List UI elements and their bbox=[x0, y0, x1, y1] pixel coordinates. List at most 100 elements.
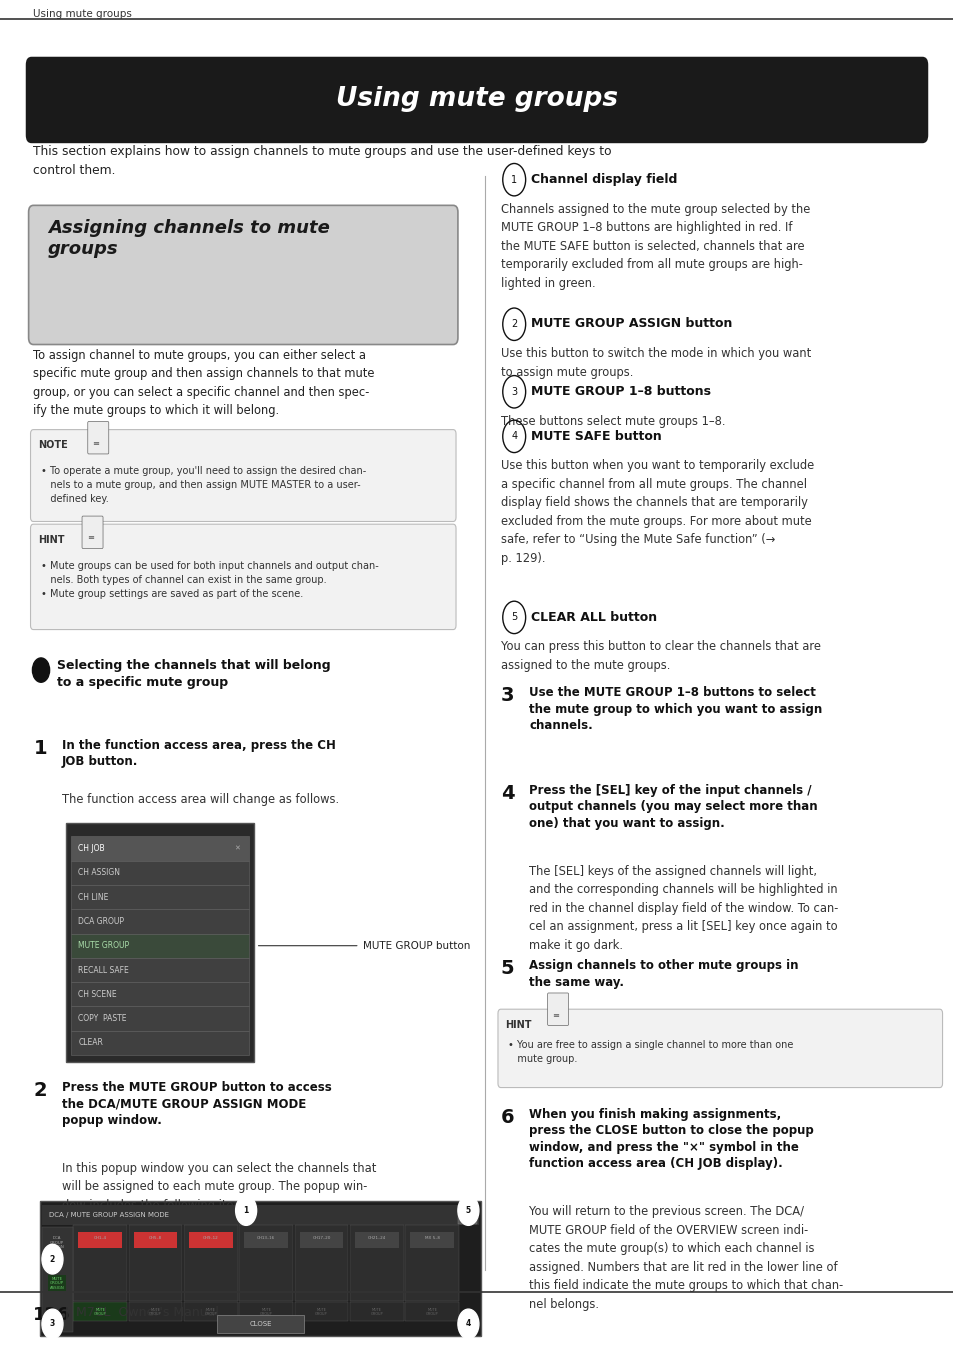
FancyBboxPatch shape bbox=[71, 982, 249, 1006]
Text: You can press this button to clear the channels that are
assigned to the mute gr: You can press this button to clear the c… bbox=[500, 640, 820, 671]
Text: MUTE GROUP 1–8 buttons: MUTE GROUP 1–8 buttons bbox=[531, 385, 711, 399]
Text: 4: 4 bbox=[465, 1320, 471, 1328]
Text: HINT: HINT bbox=[38, 535, 65, 544]
Text: MUTE
GROUP: MUTE GROUP bbox=[149, 1308, 162, 1316]
Text: You will return to the previous screen. The DCA/
MUTE GROUP field of the OVERVIE: You will return to the previous screen. … bbox=[529, 1205, 842, 1310]
Text: Assign channels to other mute groups in
the same way.: Assign channels to other mute groups in … bbox=[529, 959, 798, 989]
Text: ✕: ✕ bbox=[465, 1212, 469, 1217]
FancyBboxPatch shape bbox=[71, 958, 249, 982]
Text: 3: 3 bbox=[500, 686, 514, 705]
FancyBboxPatch shape bbox=[405, 1302, 458, 1321]
Circle shape bbox=[457, 1309, 478, 1339]
Text: These buttons select mute groups 1–8.: These buttons select mute groups 1–8. bbox=[500, 415, 724, 428]
FancyBboxPatch shape bbox=[73, 1225, 127, 1301]
Text: MUTE
GROUP
ASSIGN: MUTE GROUP ASSIGN bbox=[50, 1277, 65, 1290]
Text: MUTE
GROUP: MUTE GROUP bbox=[314, 1308, 328, 1316]
Text: Press the MUTE GROUP button to access
the DCA/MUTE GROUP ASSIGN MODE
popup windo: Press the MUTE GROUP button to access th… bbox=[62, 1081, 332, 1127]
FancyBboxPatch shape bbox=[129, 1225, 182, 1301]
FancyBboxPatch shape bbox=[184, 1302, 237, 1321]
Text: When you finish making assignments,
press the CLOSE button to close the popup
wi: When you finish making assignments, pres… bbox=[529, 1108, 813, 1170]
FancyBboxPatch shape bbox=[26, 57, 927, 143]
Text: 6: 6 bbox=[500, 1108, 514, 1127]
Text: DCA
GROUP
ASSIGN: DCA GROUP ASSIGN bbox=[50, 1236, 65, 1250]
FancyBboxPatch shape bbox=[29, 205, 457, 345]
Text: CH1–4: CH1–4 bbox=[93, 1236, 107, 1239]
FancyBboxPatch shape bbox=[129, 1302, 182, 1321]
Text: Selecting the channels that will belong
to a specific mute group: Selecting the channels that will belong … bbox=[57, 659, 331, 689]
Text: MUTE
GROUP: MUTE GROUP bbox=[425, 1308, 438, 1316]
Text: 2: 2 bbox=[33, 1081, 47, 1100]
Text: Use the MUTE GROUP 1–8 buttons to select
the mute group to which you want to ass: Use the MUTE GROUP 1–8 buttons to select… bbox=[529, 686, 821, 732]
Text: MUTE GROUP ASSIGN button: MUTE GROUP ASSIGN button bbox=[531, 317, 732, 331]
Text: RECALL SAFE: RECALL SAFE bbox=[78, 966, 129, 974]
Text: COPY  PASTE: COPY PASTE bbox=[78, 1015, 127, 1023]
FancyBboxPatch shape bbox=[71, 1031, 249, 1055]
FancyBboxPatch shape bbox=[294, 1302, 348, 1321]
Text: MUTE
GROUP: MUTE GROUP bbox=[370, 1308, 383, 1316]
FancyBboxPatch shape bbox=[71, 934, 249, 958]
FancyBboxPatch shape bbox=[71, 909, 249, 934]
Circle shape bbox=[42, 1309, 63, 1339]
Text: • You are free to assign a single channel to more than one
   mute group.: • You are free to assign a single channe… bbox=[508, 1040, 793, 1065]
Text: Assigning channels to mute
groups: Assigning channels to mute groups bbox=[48, 219, 329, 258]
Text: CH5–8: CH5–8 bbox=[149, 1236, 162, 1239]
Circle shape bbox=[42, 1244, 63, 1274]
FancyBboxPatch shape bbox=[457, 1205, 476, 1224]
FancyBboxPatch shape bbox=[66, 823, 253, 1062]
FancyBboxPatch shape bbox=[42, 1205, 478, 1225]
FancyBboxPatch shape bbox=[405, 1225, 458, 1301]
FancyBboxPatch shape bbox=[133, 1232, 177, 1248]
Text: The [SEL] keys of the assigned channels will light,
and the corresponding channe: The [SEL] keys of the assigned channels … bbox=[529, 865, 838, 951]
Text: • Mute groups can be used for both input channels and output chan-
   nels. Both: • Mute groups can be used for both input… bbox=[41, 561, 378, 598]
FancyBboxPatch shape bbox=[40, 1201, 480, 1336]
FancyBboxPatch shape bbox=[88, 422, 109, 454]
FancyBboxPatch shape bbox=[71, 836, 249, 861]
Text: 5: 5 bbox=[511, 612, 517, 623]
FancyBboxPatch shape bbox=[547, 993, 568, 1025]
Text: CH17–20: CH17–20 bbox=[312, 1236, 331, 1239]
Text: CH SCENE: CH SCENE bbox=[78, 990, 116, 998]
Text: ✕: ✕ bbox=[233, 846, 239, 851]
Text: CH21–24: CH21–24 bbox=[367, 1236, 386, 1239]
Text: M7CL  Owner's Manual: M7CL Owner's Manual bbox=[76, 1306, 219, 1320]
Circle shape bbox=[457, 1196, 478, 1225]
Text: DCA / MUTE GROUP ASSIGN MODE: DCA / MUTE GROUP ASSIGN MODE bbox=[49, 1212, 169, 1217]
Text: MUTE SAFE button: MUTE SAFE button bbox=[531, 430, 661, 443]
Text: 5: 5 bbox=[465, 1206, 471, 1215]
FancyBboxPatch shape bbox=[71, 861, 249, 885]
Text: This section explains how to assign channels to mute groups and use the user-def: This section explains how to assign chan… bbox=[33, 145, 612, 177]
Text: MX 5–8: MX 5–8 bbox=[424, 1236, 439, 1239]
Text: HINT: HINT bbox=[505, 1020, 532, 1029]
Text: The function access area will change as follows.: The function access area will change as … bbox=[62, 793, 338, 807]
FancyBboxPatch shape bbox=[244, 1232, 288, 1248]
Text: Use this button when you want to temporarily exclude
a specific channel from all: Use this button when you want to tempora… bbox=[500, 459, 813, 565]
Text: 126: 126 bbox=[33, 1306, 71, 1324]
Text: MUTE
GROUP: MUTE GROUP bbox=[93, 1308, 107, 1316]
Text: CH9–12: CH9–12 bbox=[203, 1236, 218, 1239]
FancyBboxPatch shape bbox=[71, 1006, 249, 1031]
FancyBboxPatch shape bbox=[299, 1232, 343, 1248]
Text: Use this button to switch the mode in which you want
to assign mute groups.: Use this button to switch the mode in wh… bbox=[500, 347, 810, 378]
Text: Channel display field: Channel display field bbox=[531, 173, 677, 186]
Text: 3: 3 bbox=[50, 1320, 55, 1328]
Text: 2: 2 bbox=[50, 1255, 55, 1263]
FancyBboxPatch shape bbox=[30, 430, 456, 521]
Text: 1: 1 bbox=[33, 739, 47, 758]
Text: CH ASSIGN: CH ASSIGN bbox=[78, 869, 120, 877]
Circle shape bbox=[235, 1196, 256, 1225]
FancyBboxPatch shape bbox=[239, 1302, 293, 1321]
FancyBboxPatch shape bbox=[355, 1232, 398, 1248]
Text: 2: 2 bbox=[511, 319, 517, 330]
Text: ≡: ≡ bbox=[92, 439, 99, 447]
Text: In this popup window you can select the channels that
will be assigned to each m: In this popup window you can select the … bbox=[62, 1162, 376, 1212]
FancyBboxPatch shape bbox=[239, 1225, 293, 1301]
Text: CH13–16: CH13–16 bbox=[256, 1236, 275, 1239]
Text: CLEAR ALL button: CLEAR ALL button bbox=[531, 611, 657, 624]
FancyBboxPatch shape bbox=[294, 1225, 348, 1301]
Text: MUTE GROUP button: MUTE GROUP button bbox=[258, 940, 470, 951]
FancyBboxPatch shape bbox=[216, 1315, 304, 1333]
Text: NOTE: NOTE bbox=[38, 440, 68, 450]
Circle shape bbox=[32, 658, 50, 682]
Text: MUTE
GROUP: MUTE GROUP bbox=[204, 1308, 217, 1316]
FancyBboxPatch shape bbox=[410, 1232, 454, 1248]
